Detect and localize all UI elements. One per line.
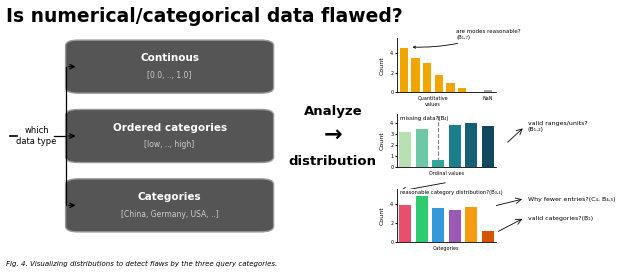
Bar <box>412 58 420 92</box>
Text: Why fewer entries?(C₄, B₄,₅): Why fewer entries?(C₄, B₄,₅) <box>528 197 616 202</box>
Bar <box>415 129 428 167</box>
Bar <box>449 210 461 242</box>
Bar <box>423 63 431 92</box>
Text: missing data?(B₄): missing data?(B₄) <box>400 116 448 121</box>
Bar <box>482 126 493 167</box>
Bar <box>399 48 408 92</box>
Text: Analyze: Analyze <box>303 105 362 118</box>
Text: reasonable category distribution?(B₃,₄): reasonable category distribution?(B₃,₄) <box>400 190 502 195</box>
Text: Is numerical/categorical data flawed?: Is numerical/categorical data flawed? <box>6 7 403 26</box>
Bar <box>465 123 477 167</box>
Text: distribution: distribution <box>289 155 377 168</box>
Y-axis label: Count: Count <box>380 131 385 150</box>
FancyBboxPatch shape <box>66 40 274 93</box>
Bar <box>482 230 493 242</box>
Text: [0.0, .., 1.0]: [0.0, .., 1.0] <box>147 71 192 80</box>
Y-axis label: Count: Count <box>380 56 385 75</box>
Bar <box>399 132 411 167</box>
Text: Continous: Continous <box>140 54 199 63</box>
Bar <box>484 90 492 92</box>
Bar <box>446 83 454 92</box>
Text: [low, .., high]: [low, .., high] <box>145 140 195 149</box>
Text: valid categories?(B₁): valid categories?(B₁) <box>528 217 593 221</box>
Text: which
data type: which data type <box>16 126 57 146</box>
Bar <box>449 125 461 167</box>
Bar <box>399 205 411 242</box>
Text: Fig. 4. Visualizing distributions to detect flaws by the three query categories.: Fig. 4. Visualizing distributions to det… <box>6 261 278 267</box>
Bar <box>432 208 444 242</box>
Text: [China, Germany, USA, ..]: [China, Germany, USA, ..] <box>121 209 218 219</box>
Y-axis label: Count: Count <box>380 206 385 225</box>
Bar <box>435 75 443 92</box>
Bar <box>458 88 467 92</box>
Text: Categories: Categories <box>138 192 202 202</box>
Text: valid ranges/units?
(B₁,₂): valid ranges/units? (B₁,₂) <box>528 121 588 132</box>
Bar <box>415 196 428 242</box>
FancyBboxPatch shape <box>66 179 274 232</box>
Text: are modes reasonable?
(B₁,₇): are modes reasonable? (B₁,₇) <box>413 29 521 48</box>
Bar <box>465 207 477 242</box>
Bar <box>432 160 444 167</box>
Text: →: → <box>323 125 342 145</box>
FancyBboxPatch shape <box>66 110 274 163</box>
Text: Ordered categories: Ordered categories <box>113 123 227 133</box>
